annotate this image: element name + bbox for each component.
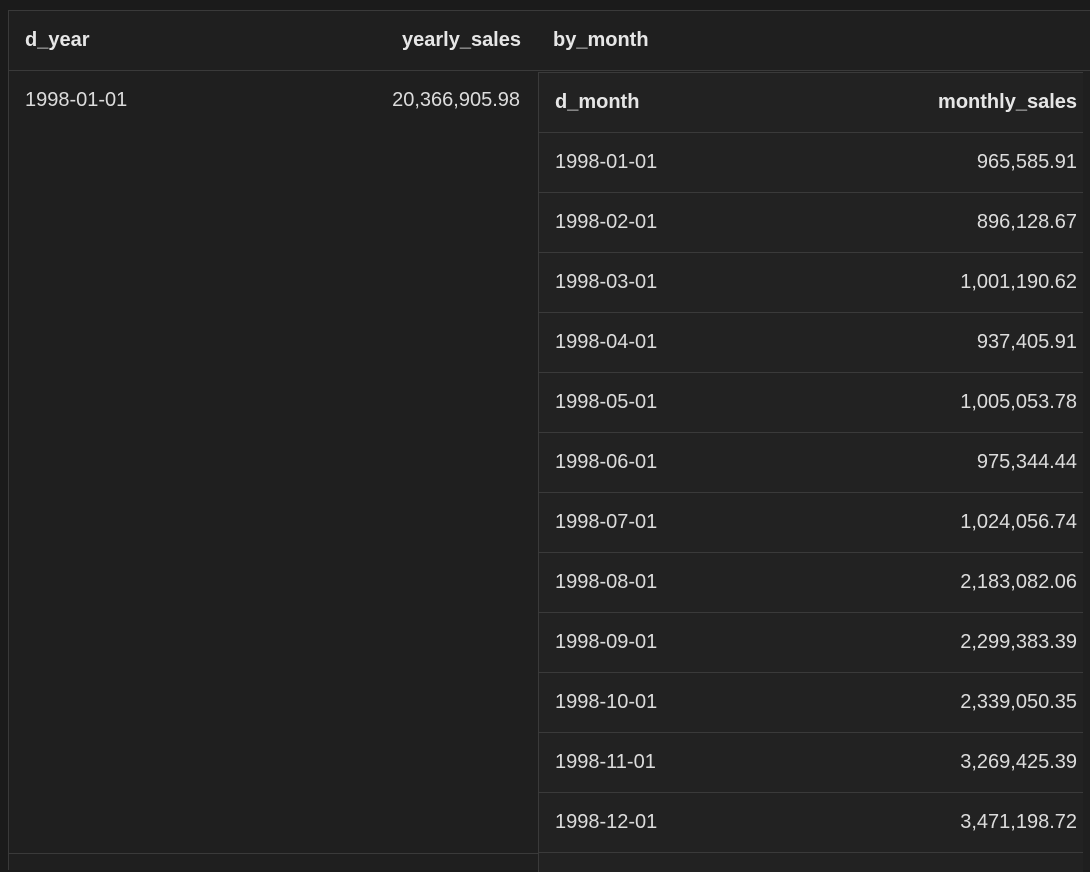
cell-monthly-sales: 1,005,053.78 (960, 391, 1077, 413)
column-header-monthly-sales[interactable]: monthly_sales (938, 91, 1077, 113)
cell-monthly-sales: 3,269,425.39 (960, 751, 1077, 773)
cell-monthly-sales: 2,299,383.39 (960, 631, 1077, 653)
cell-monthly-sales: 975,344.44 (976, 451, 1077, 473)
table-row: 1998-09-01 2,299,383.39 (539, 613, 1083, 673)
table-row: 1998-03-01 1,001,190.62 (539, 253, 1083, 313)
row-divider (9, 853, 538, 854)
nested-table-header: d_month monthly_sales (539, 73, 1083, 133)
cell-d-month: 1998-01-01 (555, 151, 658, 173)
table-header: d_year yearly_sales by_month (9, 11, 1090, 71)
table-row: 1998-07-01 1,024,056.74 (539, 493, 1083, 553)
cell-monthly-sales: 2,183,082.06 (960, 571, 1077, 593)
cell-d-month: 1998-03-01 (555, 271, 658, 293)
nested-table-by-month: d_month monthly_sales 1998-01-01 965,585… (538, 72, 1083, 872)
cell-d-month: 1998-08-01 (555, 571, 658, 593)
table-row: 1998-06-01 975,344.44 (539, 433, 1083, 493)
cell-monthly-sales: 896,128.67 (976, 211, 1077, 233)
table-row: 1998-08-01 2,183,082.06 (539, 553, 1083, 613)
cell-monthly-sales: 2,339,050.35 (960, 691, 1077, 713)
cell-d-month: 1998-06-01 (555, 451, 658, 473)
results-table: d_year yearly_sales by_month 1998-01-01 … (8, 10, 1090, 872)
cell-d-month: 1998-04-01 (555, 331, 658, 353)
cell-d-month: 1998-07-01 (555, 511, 658, 533)
column-header-by-month[interactable]: by_month (553, 29, 649, 51)
cell-monthly-sales: 3,471,198.72 (960, 811, 1077, 833)
column-header-d-year[interactable]: d_year (25, 29, 90, 51)
table-row: 1998-11-01 3,269,425.39 (539, 733, 1083, 793)
cell-monthly-sales: 965,585.91 (976, 151, 1077, 173)
table-row: 1998-02-01 896,128.67 (539, 193, 1083, 253)
table-row: 1998-12-01 3,471,198.72 (539, 793, 1083, 853)
column-header-d-month[interactable]: d_month (555, 91, 640, 113)
cell-monthly-sales: 1,001,190.62 (960, 271, 1077, 293)
cell-monthly-sales: 937,405.91 (976, 331, 1077, 353)
cell-d-month: 1998-11-01 (555, 751, 656, 773)
cell-d-month: 1998-02-01 (555, 211, 658, 233)
cell-d-month: 1998-10-01 (555, 691, 658, 713)
table-row: 1998-10-01 2,339,050.35 (539, 673, 1083, 733)
table-row: 1998-04-01 937,405.91 (539, 313, 1083, 373)
table-row: 1998-05-01 1,005,053.78 (539, 373, 1083, 433)
cell-yearly-sales: 20,366,905.98 (392, 89, 520, 111)
column-header-yearly-sales[interactable]: yearly_sales (401, 29, 521, 51)
cell-d-year: 1998-01-01 (25, 89, 128, 111)
cell-d-month: 1998-09-01 (555, 631, 658, 653)
cell-monthly-sales: 1,024,056.74 (960, 511, 1077, 533)
table-row: 1998-01-01 965,585.91 (539, 133, 1083, 193)
cell-d-month: 1998-05-01 (555, 391, 658, 413)
cell-d-month: 1998-12-01 (555, 811, 658, 833)
